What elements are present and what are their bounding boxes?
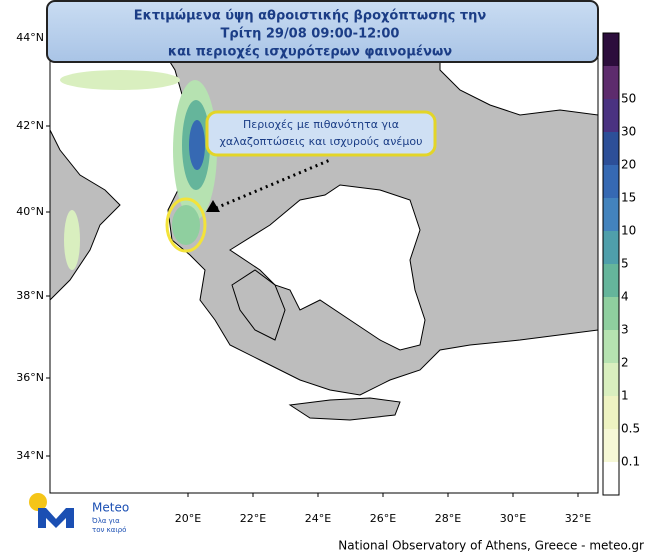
colorbar-swatch — [603, 66, 619, 99]
colorbar-frame — [602, 32, 620, 496]
lat-label: 38°N — [16, 289, 44, 302]
logo-mark — [38, 508, 74, 528]
colorbar-label: 0.1 — [621, 455, 640, 469]
callout-line: Περιοχές με πιθανότητα για — [243, 118, 399, 131]
lat-label: 36°N — [16, 371, 44, 384]
colorbar-swatch — [603, 165, 619, 198]
colorbar-swatch — [603, 198, 619, 231]
lon-label: 30°E — [500, 512, 526, 525]
sea — [50, 30, 598, 493]
colorbar-label: 30 — [621, 125, 636, 139]
colorbar-label: 15 — [621, 191, 636, 205]
colorbar-swatch — [603, 99, 619, 132]
title-line: και περιοχές ισχυρότερων φαινομένων — [168, 45, 452, 60]
logo-tagline: τον καιρό — [92, 526, 126, 534]
colorbar-swatch — [603, 396, 619, 429]
colorbar-label: 5 — [621, 257, 629, 271]
logo-tagline: Όλα για — [91, 517, 120, 525]
callout-box — [205, 110, 437, 157]
lat-label: 40°N — [16, 205, 44, 218]
colorbar-label: 20 — [621, 158, 636, 172]
title-line: Τρίτη 29/08 09:00-12:00 — [221, 27, 400, 42]
colorbar-swatch — [603, 297, 619, 330]
map — [50, 30, 598, 493]
crete — [288, 397, 401, 421]
lon-label: 24°E — [305, 512, 331, 525]
title-line: Εκτιμώμενα ύψη αθροιστικής βροχόπτωσης τ… — [134, 9, 487, 24]
title-box — [46, 0, 599, 63]
lon-label: 32°E — [565, 512, 591, 525]
precipitation — [60, 70, 217, 270]
colorbar-swatch — [603, 33, 619, 66]
callout-line: χαλαζοπτώσεις και ισχυρούς ανέμου — [220, 135, 423, 148]
colorbar-label: 0.5 — [621, 422, 640, 436]
marker — [206, 200, 220, 212]
colorbar-swatch — [603, 264, 619, 297]
lon-label: 26°E — [370, 512, 396, 525]
colorbar-label: 50 — [621, 92, 636, 106]
hail-area — [165, 197, 207, 253]
colorbar-label: 10 — [621, 224, 636, 238]
colorbar-swatch — [603, 363, 619, 396]
colorbar-label: 2 — [621, 356, 629, 370]
footer: National Observatory of Athens, Greece -… — [338, 539, 644, 553]
colorbar-label: 3 — [621, 323, 629, 337]
lat-label: 34°N — [16, 449, 44, 462]
colorbar: 0.1 0.5 1 2 3 4 5 10 15 20 30 50 — [602, 32, 640, 496]
logo-sun — [29, 493, 47, 511]
colorbar-swatch — [603, 330, 619, 363]
peloponnese — [231, 269, 286, 341]
axis-labels: 44°N 42°N 40°N 38°N 36°N 34°N 20°E 22°E 24°E 26°E… — [16, 31, 591, 525]
logo-name: Meteo — [92, 501, 129, 515]
lon-label: 22°E — [240, 512, 266, 525]
colorbar-swatch — [603, 429, 619, 462]
lat-label: 42°N — [16, 119, 44, 132]
colorbar-label: 4 — [621, 290, 629, 304]
colorbar-swatch — [603, 132, 619, 165]
colorbar-swatch — [603, 462, 619, 495]
colorbar-label: 1 — [621, 389, 629, 403]
lat-label: 44°N — [16, 31, 44, 44]
aegean — [229, 184, 426, 351]
colorbar-swatch — [603, 231, 619, 264]
pointer — [215, 158, 331, 210]
lon-label: 20°E — [175, 512, 201, 525]
lon-label: 28°E — [435, 512, 461, 525]
